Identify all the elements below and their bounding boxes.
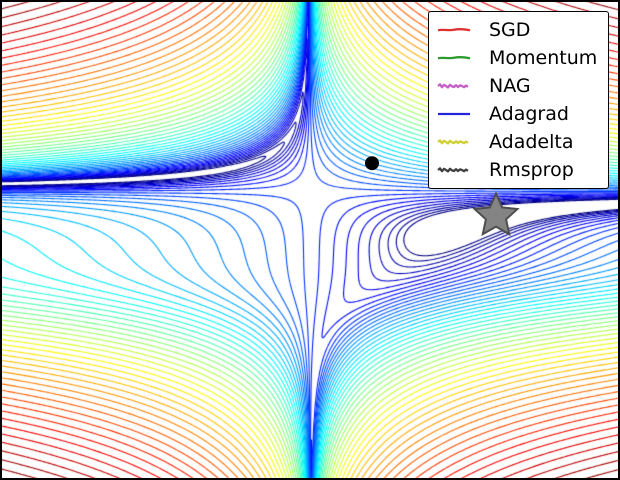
legend-item-rmsprop: Rmsprop bbox=[429, 157, 608, 184]
sgd-line-icon bbox=[437, 28, 471, 32]
legend-label-adagrad: Adagrad bbox=[489, 102, 569, 125]
legend-label-adadelta: Adadelta bbox=[489, 130, 574, 153]
legend-item-momentum: Momentum bbox=[429, 45, 608, 72]
legend-item-adadelta: Adadelta bbox=[429, 129, 608, 156]
legend-label-sgd: SGD bbox=[489, 18, 531, 41]
rmsprop-line-icon bbox=[437, 167, 469, 173]
legend-label-nag: NAG bbox=[489, 74, 531, 97]
legend: SGD Momentum NAG Adagrad Adadelta bbox=[428, 11, 609, 189]
nag-line-icon bbox=[437, 83, 469, 89]
legend-label-rmsprop: Rmsprop bbox=[489, 158, 574, 181]
momentum-line-icon bbox=[437, 56, 471, 60]
legend-item-adagrad: Adagrad bbox=[429, 101, 608, 128]
legend-item-sgd: SGD bbox=[429, 17, 608, 44]
adadelta-line-icon bbox=[437, 139, 469, 145]
legend-item-nag: NAG bbox=[429, 73, 608, 100]
legend-label-momentum: Momentum bbox=[489, 46, 598, 69]
adagrad-line-icon bbox=[438, 112, 470, 116]
